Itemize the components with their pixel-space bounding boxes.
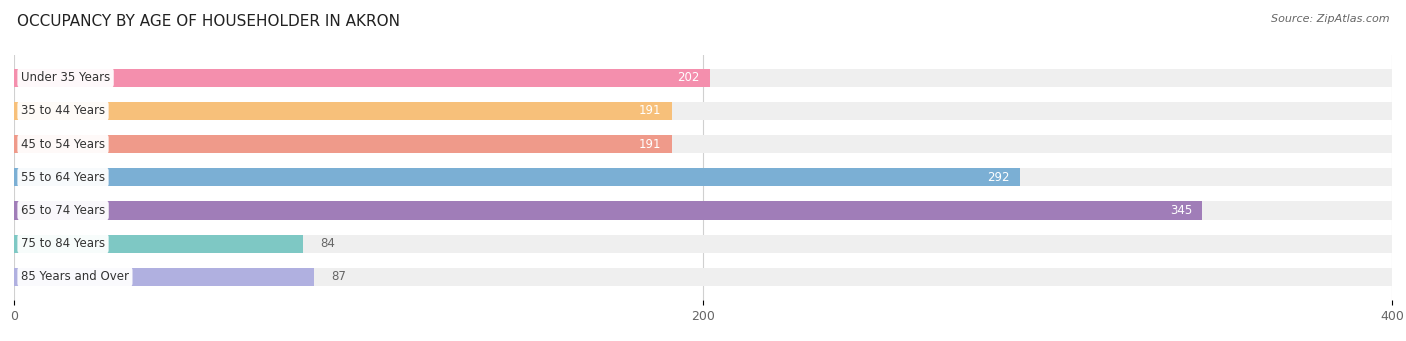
Text: 202: 202 [678,71,700,84]
Text: 191: 191 [640,138,662,151]
Text: 85 Years and Over: 85 Years and Over [21,270,129,283]
Bar [14,202,1392,220]
Bar [14,268,314,286]
Text: 35 to 44 Years: 35 to 44 Years [21,104,105,117]
Text: OCCUPANCY BY AGE OF HOUSEHOLDER IN AKRON: OCCUPANCY BY AGE OF HOUSEHOLDER IN AKRON [17,14,399,29]
Bar [14,102,1392,120]
Text: Under 35 Years: Under 35 Years [21,71,110,84]
Bar [14,69,710,87]
Text: 87: 87 [330,270,346,283]
Bar [14,135,672,153]
Text: 65 to 74 Years: 65 to 74 Years [21,204,105,217]
Text: 84: 84 [321,237,336,250]
Bar [14,102,672,120]
Bar [14,235,1392,253]
Bar [14,168,1392,187]
Text: 345: 345 [1170,204,1192,217]
Text: 75 to 84 Years: 75 to 84 Years [21,237,105,250]
Text: 292: 292 [987,171,1010,184]
Text: Source: ZipAtlas.com: Source: ZipAtlas.com [1271,14,1389,24]
Bar [14,69,1392,87]
Bar [14,268,1392,286]
Text: 191: 191 [640,104,662,117]
Text: 55 to 64 Years: 55 to 64 Years [21,171,105,184]
Text: 45 to 54 Years: 45 to 54 Years [21,138,105,151]
Bar [14,235,304,253]
Bar [14,168,1019,187]
Bar [14,202,1202,220]
Bar [14,135,1392,153]
